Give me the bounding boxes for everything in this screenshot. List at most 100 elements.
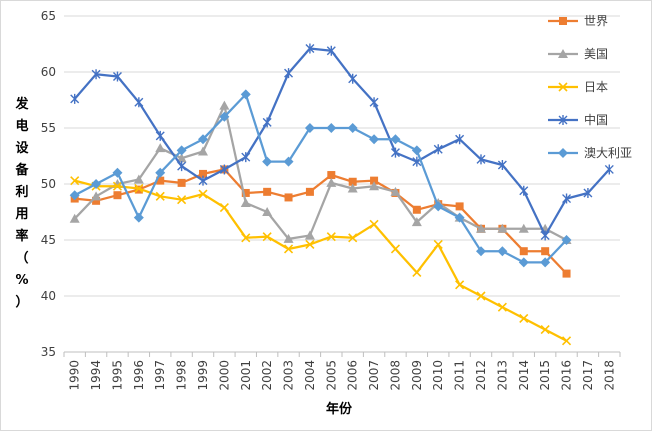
data-point (326, 123, 337, 133)
data-point (455, 134, 465, 145)
data-point (433, 239, 443, 250)
data-point (156, 176, 165, 185)
legend-label: 世界 (584, 14, 608, 28)
data-point (455, 280, 465, 290)
data-point (369, 219, 379, 229)
gridlines (64, 15, 620, 297)
series-中国 (70, 43, 614, 241)
y-tick-label: 60 (41, 65, 56, 79)
y-tick-label: 65 (41, 9, 56, 23)
data-point (70, 93, 80, 104)
data-point (91, 179, 102, 189)
data-point (112, 167, 123, 178)
data-point (519, 313, 529, 323)
legend-marker (558, 49, 568, 58)
data-point (198, 134, 208, 145)
data-point (583, 187, 593, 198)
y-axis-title-char: 利 (15, 184, 28, 200)
data-point (390, 186, 401, 196)
x-tick-label: 2006 (346, 360, 360, 391)
data-point (284, 193, 293, 202)
data-point (433, 144, 443, 155)
series-line (74, 168, 568, 275)
series-世界 (70, 165, 571, 278)
data-point (348, 73, 358, 84)
x-tick-label: 2012 (474, 360, 488, 391)
x-tick-label: 1999 (196, 360, 210, 391)
x-tick-label: 1995 (110, 360, 124, 391)
data-point (326, 45, 336, 56)
x-tick-label: 2011 (453, 360, 467, 391)
data-point (562, 193, 572, 204)
data-point (133, 212, 144, 223)
data-point (155, 130, 165, 141)
data-point (134, 183, 144, 194)
data-point (283, 233, 294, 243)
data-point (262, 117, 272, 128)
series-日本 (70, 176, 572, 346)
x-tick-label: 2017 (581, 360, 595, 391)
data-point (541, 247, 550, 256)
x-tick-label: 1990 (68, 360, 82, 391)
x-tick-label: 1996 (132, 360, 146, 391)
series-澳大利亚 (69, 89, 572, 268)
x-tick-label: 2015 (538, 360, 552, 391)
data-point (369, 134, 380, 145)
data-point (304, 230, 315, 240)
data-point (518, 223, 529, 233)
data-point (240, 198, 251, 208)
data-point (476, 246, 486, 257)
y-axis-title-char: 率 (15, 228, 28, 244)
y-axis-title-char: 电 (15, 118, 28, 134)
legend-marker (558, 148, 568, 158)
data-point (412, 267, 422, 278)
legend-label: 日本 (584, 80, 608, 94)
data-point (241, 152, 251, 163)
x-tick-label: 2003 (282, 360, 296, 391)
x-tick-label: 1997 (153, 360, 167, 391)
data-point (91, 191, 102, 201)
legend-marker (558, 115, 568, 125)
legend-label: 中国 (584, 112, 608, 127)
y-axis-title-char: 设 (15, 141, 29, 156)
x-tick-label: 2000 (217, 360, 231, 391)
data-point (198, 175, 208, 186)
legend-label: 澳大利亚 (584, 146, 632, 160)
y-axis-title-char: 用 (14, 207, 28, 222)
y-axis-title-char: 发 (14, 96, 29, 112)
data-point (262, 207, 273, 216)
data-point (540, 230, 550, 241)
data-point (561, 235, 572, 245)
data-point (347, 183, 358, 193)
data-point (240, 89, 251, 100)
data-point (283, 244, 294, 254)
data-point (199, 169, 207, 178)
data-point (561, 336, 572, 346)
data-point (540, 257, 551, 268)
legend-item: 日本 (548, 80, 608, 94)
data-point (219, 164, 229, 175)
data-point (219, 100, 230, 110)
series-line (73, 104, 568, 241)
series-line (74, 179, 568, 342)
data-point (497, 223, 508, 233)
x-tick-label: 2014 (517, 360, 531, 391)
data-point (113, 191, 122, 200)
y-tick-label: 40 (41, 289, 56, 303)
data-point (390, 134, 401, 145)
series-lines (69, 43, 614, 346)
data-point (370, 176, 379, 185)
x-tick-label: 2008 (388, 360, 402, 391)
data-point (476, 223, 486, 233)
data-point (198, 189, 208, 199)
data-point (176, 153, 187, 163)
data-point (155, 143, 166, 153)
x-tick-label: 1994 (89, 360, 103, 391)
data-point (348, 233, 358, 243)
data-point (176, 145, 187, 156)
data-point (411, 145, 422, 156)
data-point (348, 177, 357, 186)
axes: 35 40 45 50 55 60 65 1990 1994 1995 1996 1997 1998 19… (41, 9, 621, 391)
series-美国 (69, 100, 572, 244)
data-point (262, 156, 273, 167)
